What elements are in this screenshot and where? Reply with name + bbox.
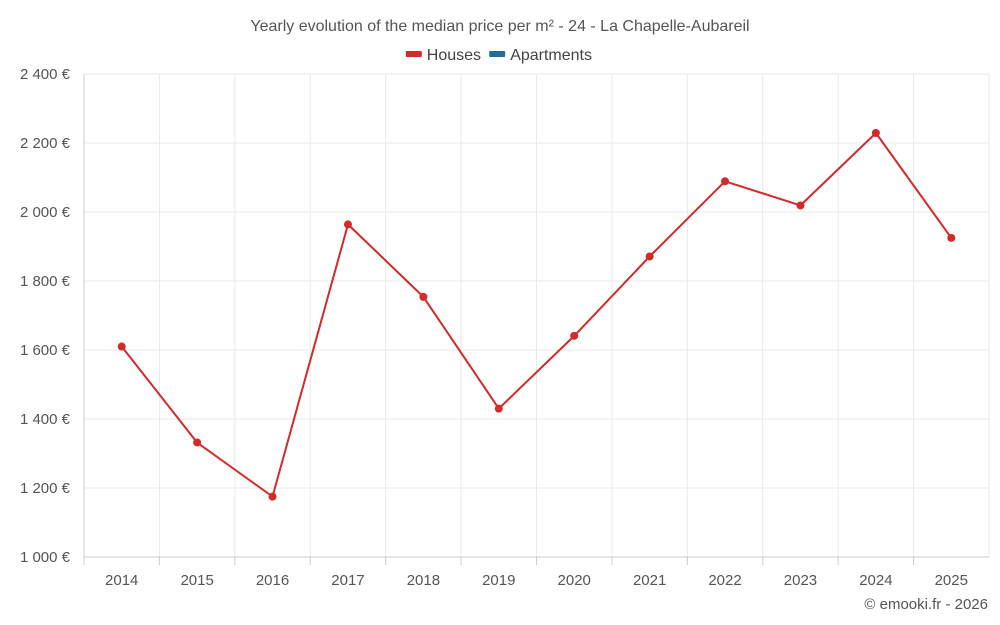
data-point[interactable] [268,492,277,501]
x-tick-label: 2025 [935,572,968,589]
data-point[interactable] [796,201,805,210]
x-tick-label: 2016 [256,572,289,589]
legend-swatch [405,51,422,57]
legend: Houses Apartments [405,47,592,64]
series-layer [117,128,956,501]
x-tick-label: 2015 [180,572,213,589]
chart-title: Yearly evolution of the median price per… [250,18,749,35]
x-tick-label: 2014 [105,572,138,589]
y-tick-label: 1 200 € [20,480,71,497]
legend-label: Houses [427,47,481,64]
grid [84,73,990,557]
legend-item-houses[interactable]: Houses [405,47,481,64]
data-point[interactable] [645,252,654,261]
legend-label: Apartments [510,47,592,64]
y-tick-label: 2 400 € [20,66,71,83]
y-tick-label: 1 400 € [20,411,71,428]
x-tick-label: 2021 [633,572,666,589]
x-tick-label: 2022 [708,572,741,589]
x-tick-label: 2017 [331,572,364,589]
data-point[interactable] [947,233,956,242]
x-tick-label: 2020 [558,572,591,589]
credit-text: © emooki.fr - 2026 [864,596,988,613]
legend-swatch [489,51,506,57]
data-point[interactable] [570,331,579,340]
series-line-houses [120,132,953,498]
y-tick-label: 1 600 € [20,342,71,359]
data-point[interactable] [721,177,730,186]
data-point[interactable] [871,128,880,137]
x-tick-label: 2023 [784,572,817,589]
y-tick-label: 1 000 € [20,549,71,566]
data-point[interactable] [193,438,202,447]
x-tick-label: 2019 [482,572,515,589]
legend-item-apartments[interactable]: Apartments [489,47,592,64]
y-tick-label: 2 000 € [20,204,71,221]
data-point[interactable] [419,292,428,301]
data-point[interactable] [494,404,503,413]
y-tick-label: 2 200 € [20,135,71,152]
x-tick-label: 2018 [407,572,440,589]
data-point[interactable] [117,342,126,351]
y-tick-label: 1 800 € [20,273,71,290]
x-tick-label: 2024 [859,572,892,589]
axes: 1 000 € 1 200 € 1 400 € 1 600 € 1 800 € 2 000… [20,66,989,589]
data-point[interactable] [343,220,352,229]
